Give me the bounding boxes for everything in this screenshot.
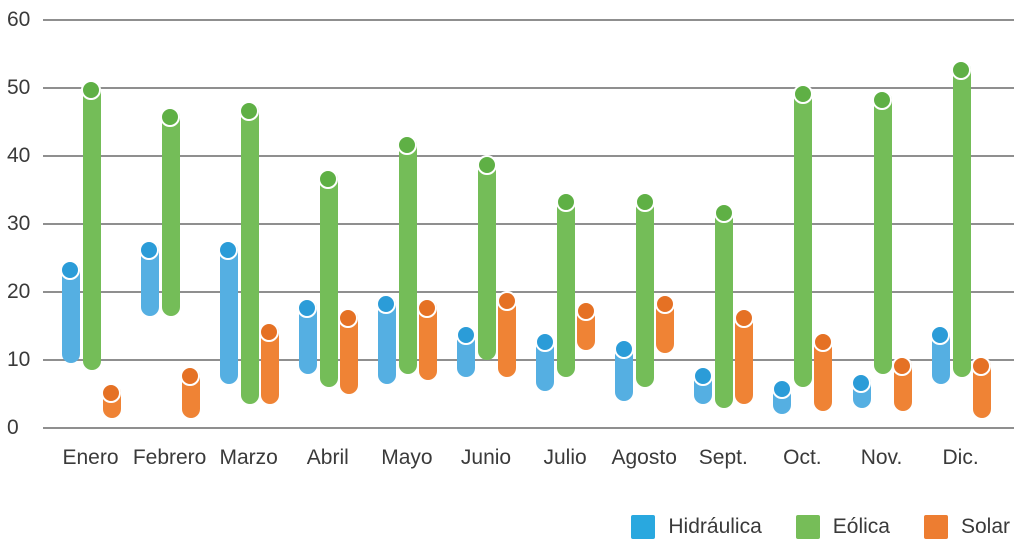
y-axis-label: 20	[7, 280, 31, 303]
bar-cap-solar-oct	[812, 331, 833, 352]
bar-cap-hidraulica-abril	[297, 297, 318, 318]
bar-cap-eolica-julio	[555, 192, 576, 213]
bar-cap-hidraulica-marzo	[218, 240, 239, 260]
legend-swatch-hidraulica	[631, 515, 656, 539]
bar-cap-solar-enero	[101, 382, 121, 403]
bar-eolica-agosto	[636, 193, 655, 388]
bar-solar-marzo	[260, 322, 279, 405]
bar-cap-solar-sept	[733, 308, 754, 328]
x-axis-label-abril: Abril	[306, 446, 349, 469]
chart-legend: Hidráulica Eólica Solar	[631, 515, 1010, 539]
bar-solar-sept	[735, 309, 754, 405]
bar-cap-hidraulica-mayo	[376, 294, 397, 315]
bar-solar-junio	[498, 292, 516, 377]
legend-swatch-solar	[923, 515, 948, 539]
x-axis-label-sept: Sept.	[698, 446, 748, 469]
x-axis-label-junio: Junio	[460, 446, 512, 469]
bar-cap-solar-mayo	[417, 297, 438, 318]
bar-eolica-dic	[952, 60, 971, 377]
bar-solar-oct	[814, 332, 833, 411]
bar-cap-eolica-sept	[713, 202, 734, 223]
x-axis-label-agosto: Agosto	[611, 446, 677, 469]
y-axis-label: 60	[7, 8, 31, 31]
gridline-0	[43, 427, 1014, 429]
x-axis-label-marzo: Marzo	[219, 446, 278, 469]
gridline-10	[43, 359, 1014, 361]
bar-cap-hidraulica-nov	[851, 372, 871, 393]
bar-cap-eolica-febrero	[160, 107, 181, 128]
bar-eolica-abril	[319, 169, 338, 388]
gridline-50	[43, 87, 1014, 89]
bar-eolica-febrero	[161, 108, 180, 316]
y-axis-label: 40	[7, 144, 31, 167]
bar-eolica-nov	[873, 91, 892, 374]
bar-cap-eolica-junio	[476, 155, 497, 175]
bar-cap-eolica-enero	[81, 80, 101, 101]
bar-eolica-sept	[715, 203, 734, 408]
bar-eolica-julio	[557, 193, 576, 377]
y-axis-label: 0	[7, 416, 19, 439]
bar-cap-eolica-nov	[872, 90, 892, 111]
gridline-40	[43, 155, 1014, 157]
bar-cap-eolica-dic	[951, 59, 972, 80]
bar-cap-eolica-mayo	[397, 134, 418, 155]
legend-item-solar: Solar	[923, 515, 1010, 539]
bar-cap-solar-dic	[971, 355, 992, 376]
bar-cap-eolica-abril	[318, 168, 339, 189]
bar-cap-hidraulica-dic	[930, 325, 951, 345]
bar-cap-hidraulica-oct	[771, 379, 792, 400]
x-axis-label-febrero: Febrero	[132, 446, 207, 469]
x-axis-label-nov: Nov.	[860, 446, 903, 469]
x-axis-label-julio: Julio	[543, 446, 587, 469]
gridline-30	[43, 223, 1014, 225]
bar-hidraulica-marzo	[219, 241, 238, 384]
bar-cap-hidraulica-agosto	[613, 338, 634, 359]
bar-hidraulica-enero	[61, 261, 80, 364]
bar-cap-solar-abril	[338, 308, 359, 328]
bar-cap-hidraulica-febrero	[139, 240, 160, 260]
x-axis-label-mayo: Mayo	[381, 446, 433, 469]
bar-cap-solar-marzo	[259, 321, 280, 342]
legend-item-eolica: Eólica	[795, 515, 890, 539]
bar-eolica-marzo	[240, 101, 259, 405]
x-axis-label-oct: Oct.	[783, 446, 822, 469]
legend-swatch-eolica	[795, 515, 820, 539]
bar-eolica-mayo	[398, 135, 417, 374]
gridline-20	[43, 291, 1014, 293]
bar-cap-hidraulica-julio	[534, 331, 555, 352]
legend-item-hidraulica: Hidráulica	[631, 515, 762, 539]
bar-solar-mayo	[418, 298, 437, 381]
bar-eolica-oct	[794, 84, 813, 388]
y-axis-label: 50	[7, 76, 31, 99]
bar-cap-solar-julio	[575, 301, 596, 322]
bar-cap-eolica-marzo	[239, 100, 260, 121]
bar-eolica-junio	[478, 156, 496, 360]
bar-cap-hidraulica-junio	[455, 325, 476, 345]
gridline-60	[43, 19, 1014, 21]
bar-cap-solar-agosto	[654, 294, 675, 315]
bar-hidraulica-mayo	[377, 295, 396, 384]
y-axis-label: 10	[7, 348, 31, 371]
bar-cap-solar-nov	[892, 355, 912, 376]
legend-label: Solar	[960, 515, 1010, 538]
bar-hidraulica-febrero	[140, 241, 159, 316]
bar-cap-hidraulica-enero	[60, 260, 80, 281]
bar-cap-solar-junio	[496, 291, 517, 311]
bar-cap-solar-febrero	[180, 365, 201, 386]
bar-cap-hidraulica-sept	[692, 365, 713, 386]
y-axis-label: 30	[7, 212, 31, 235]
legend-label: Eólica	[832, 515, 890, 538]
bar-eolica-enero	[82, 81, 101, 371]
legend-label: Hidráulica	[668, 515, 762, 538]
x-axis-label-dic: Dic.	[942, 446, 979, 469]
bar-solar-abril	[339, 309, 358, 394]
bar-cap-eolica-oct	[792, 83, 813, 104]
bar-cap-eolica-agosto	[634, 192, 655, 213]
x-axis-label-enero: Enero	[62, 446, 119, 469]
